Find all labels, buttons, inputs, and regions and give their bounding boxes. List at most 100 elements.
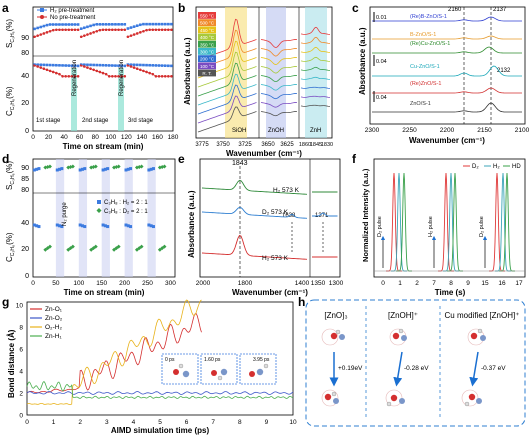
panel-c: c 2160 2137 2132 0.01 0.04 0.04 (Re)B-Zn… (352, 1, 530, 145)
b-spectrum-znh (300, 95, 331, 98)
a-xtick: 160 (152, 134, 163, 141)
f-ylabel: Normalized Intensity (a.u.) (361, 168, 370, 262)
c-sample-label: B-ZnO/S-1 (410, 32, 436, 38)
e-peak-1843: 1843 (232, 160, 248, 167)
panel-a-bottom-series (33, 63, 173, 78)
panel-c-spectra (372, 16, 522, 113)
a-ytick-top-90: 90 (21, 35, 29, 42)
g-xtick: 6 (185, 419, 189, 426)
d-point-h2-sel (147, 168, 151, 172)
f-xtick: 2 (415, 280, 419, 287)
d-point-d2-sel (93, 164, 98, 169)
f-xtick: 16 (498, 280, 506, 287)
b-temp-swatch (198, 55, 216, 62)
b-spectrum-sioh (197, 106, 257, 133)
a-ytick-top-80: 80 (21, 50, 29, 57)
g-legend-zn-o1: Zn-O₁ (45, 306, 63, 313)
d-legend-marker-h2 (97, 200, 101, 204)
b-temp-swatch (198, 12, 216, 19)
e-xtick: 1350 (311, 280, 326, 287)
a-line-no-sel (127, 29, 172, 38)
a-xtick: 180 (168, 134, 179, 141)
legend-marker-no (40, 15, 44, 19)
c-xlabel: Wavenumber (cm⁻¹) (409, 136, 485, 145)
d-ytick-80: 80 (21, 187, 29, 194)
e-spectrum-low (312, 212, 338, 217)
f-legend-hd: HD (512, 164, 521, 170)
d-point-h2-conv (60, 225, 64, 229)
e-label-top: H₂ 573 K (273, 187, 300, 194)
b-temp-label: 200 °C (200, 57, 215, 62)
b-xtick: 3625 (280, 142, 294, 148)
g-xtick: 9 (265, 419, 269, 426)
h-title-cu-znoh: Cu modified [ZnOH]⁺ (445, 311, 520, 320)
c-scale-004-a: 0.04 (376, 59, 387, 65)
a-point-no-sel (79, 35, 83, 39)
d-legend-marker-d2 (96, 208, 102, 213)
b-spectrum-znoh (260, 57, 298, 65)
panel-f-pulses (374, 172, 525, 272)
d-point-h2-sel (80, 167, 84, 171)
regen-band-2 (118, 68, 124, 131)
d-point-d2-conv (70, 244, 75, 249)
band-label-znoh: ZnOH (268, 128, 284, 134)
g-ylabel: Bond distance (Å) (7, 329, 16, 398)
d-point-h2-conv (124, 223, 128, 227)
c-scale-001: 0.01 (376, 15, 387, 21)
panel-d-legend: C₃H₈ : H₂ = 2 : 1 C₃H₈ : D₂ = 2 : 1 (96, 200, 148, 215)
b-spectrum-sioh (197, 73, 257, 106)
legend-label-h2: H₂ pre-treatment (50, 8, 95, 14)
a-xtick: 80 (92, 134, 100, 141)
g-ytick: 0 (19, 413, 23, 420)
c-xtick: 2150 (477, 127, 492, 134)
b-spectrum-sioh (197, 84, 257, 115)
f-xlabel: Time (s) (435, 288, 466, 297)
e-label-mid: D₂ 573 K (262, 209, 289, 216)
g-xtick: 4 (132, 419, 136, 426)
a-line-no-conv (127, 65, 172, 77)
panel-e: e 1843 1638 1371 H₂ 573 K D₂ 573 K H₂ 57… (178, 152, 344, 297)
e-spectrum (201, 234, 308, 260)
d-point-h2-sel (35, 167, 39, 171)
c-spectrum (372, 65, 522, 77)
b-temp-swatch (198, 40, 216, 48)
d-xtick: 0 (31, 280, 35, 287)
a-line-h2-sel (127, 23, 172, 29)
h-energy-1: +0.19eV (338, 365, 363, 372)
c-spectrum (372, 102, 522, 113)
b-ylabel: Absorbance (a.u.) (183, 37, 192, 105)
panel-d-purge-bands (55, 159, 156, 277)
b-spectrum-znh (300, 46, 331, 53)
a-point-h2-sel (33, 27, 36, 31)
d-point-h2-sel (101, 168, 105, 172)
g-xtick: 8 (238, 419, 242, 426)
g-legend-zn-h1: Zn-H₁ (45, 333, 62, 340)
h-arrow-2 (393, 351, 403, 387)
d-point-h2-conv (78, 223, 82, 227)
d-xticks: 0 50 100 150 200 250 300 (31, 280, 176, 287)
stage-label-1: 1st stage (36, 118, 61, 124)
a-ytick-bot-40: 40 (21, 73, 29, 80)
panel-f-frame (373, 158, 526, 278)
d-point-h2-conv (103, 224, 107, 228)
a-xtick: 0 (31, 134, 35, 141)
b-spectrum-znh (300, 104, 331, 107)
panel-f: f D₂ H₂ HD D₂ pulse H₂ pulse D₂ pulse No… (352, 152, 526, 297)
panel-g-letter: g (2, 295, 9, 309)
a-line-h2-sel (81, 23, 125, 30)
regen-band-1 (71, 68, 77, 131)
a-line-h2-conv (34, 64, 79, 67)
g-xtick: 1 (52, 419, 56, 426)
c-peak-2160: 2160 (448, 7, 462, 13)
b-temp-label: 550 °C (200, 14, 215, 19)
panel-d: d C₃H₈ : H₂ = 2 : 1 C₃H₈ : D₂ = 2 : 1 N₂… (2, 152, 176, 297)
d-ytick-40: 40 (21, 220, 29, 227)
g-ytick: 10 (16, 303, 24, 310)
g-inset-label-2: 3.95 ps (253, 357, 270, 363)
band-znh (305, 7, 327, 138)
b-temp-label: 100 °C (200, 64, 215, 69)
d-point-d2-sel (47, 164, 52, 169)
f-xtick: 1 (398, 280, 402, 287)
b-spectrum-znoh (260, 111, 298, 117)
